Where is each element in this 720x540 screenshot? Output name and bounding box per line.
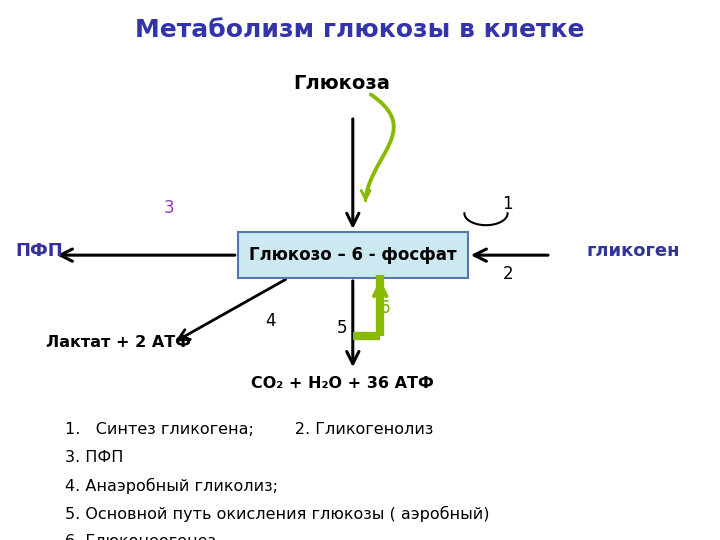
Text: ПФП: ПФП <box>16 242 63 260</box>
Text: 2: 2 <box>503 265 513 283</box>
Text: 3. ПФП: 3. ПФП <box>65 450 123 465</box>
Text: 4. Анаэробный гликолиз;: 4. Анаэробный гликолиз; <box>65 477 278 494</box>
Text: 1.   Синтез гликогена;        2. Гликогенолиз: 1. Синтез гликогена; 2. Гликогенолиз <box>65 422 433 437</box>
Text: Глюкоза: Глюкоза <box>294 74 390 93</box>
Text: 3: 3 <box>164 199 174 217</box>
Text: 4: 4 <box>265 312 275 330</box>
Text: Глюкозо – 6 - фосфат: Глюкозо – 6 - фосфат <box>249 246 456 264</box>
Text: СО₂ + Н₂О + 36 АТФ: СО₂ + Н₂О + 36 АТФ <box>251 376 433 391</box>
Text: 5. Основной путь окисления глюкозы ( аэробный): 5. Основной путь окисления глюкозы ( аэр… <box>65 505 490 522</box>
Text: 1: 1 <box>503 195 513 213</box>
Text: Метаболизм глюкозы в клетке: Метаболизм глюкозы в клетке <box>135 18 585 42</box>
Text: 6. Глюконеогенез: 6. Глюконеогенез <box>65 534 216 540</box>
Text: 5: 5 <box>337 319 347 337</box>
Text: гликоген: гликоген <box>587 242 680 260</box>
FancyBboxPatch shape <box>238 232 468 278</box>
Text: 6: 6 <box>380 299 390 317</box>
Text: Лактат + 2 АТФ: Лактат + 2 АТФ <box>46 335 192 350</box>
